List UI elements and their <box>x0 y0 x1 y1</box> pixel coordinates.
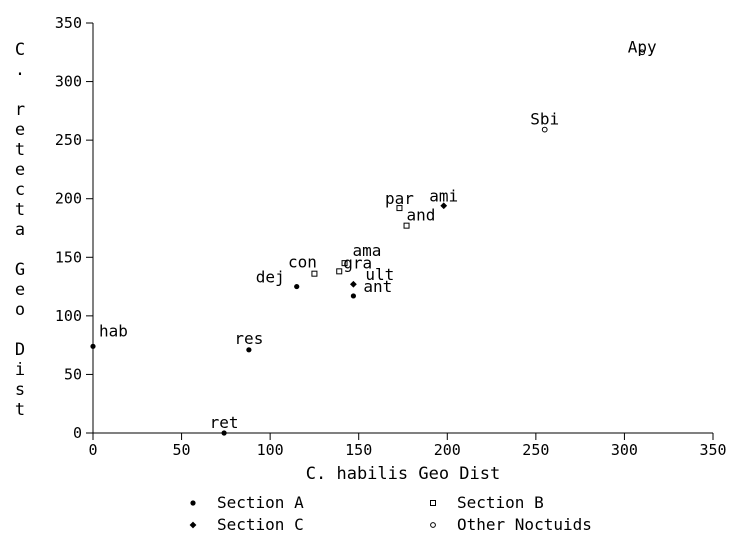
y-axis-title-char: D <box>15 340 25 360</box>
point-marker <box>246 347 252 353</box>
y-axis-title-char: s <box>15 380 25 400</box>
y-tick-label: 150 <box>55 248 82 266</box>
y-axis-title-char: i <box>15 360 25 380</box>
point-label: ret <box>210 413 239 432</box>
legend-marker <box>190 500 196 506</box>
x-tick-label: 200 <box>434 441 461 459</box>
y-axis-title-char: o <box>15 300 25 320</box>
y-tick-label: 300 <box>55 73 82 91</box>
y-axis-title-char: t <box>15 400 25 420</box>
y-axis-title-char: C <box>15 40 25 60</box>
point-marker <box>403 222 410 229</box>
legend-marker <box>189 521 197 529</box>
legend-label: Section A <box>217 493 304 512</box>
point-label: con <box>288 253 317 272</box>
point-marker <box>541 126 548 133</box>
y-tick-label: 250 <box>55 131 82 149</box>
x-tick-label: 300 <box>611 441 638 459</box>
y-axis-title-char: e <box>15 160 25 180</box>
point-marker <box>294 283 300 290</box>
point-label: ant <box>363 277 392 296</box>
legend: Section A Section B Section C Other Noctuid… <box>189 493 592 534</box>
point-label: ami <box>429 187 458 206</box>
point-label: res <box>234 329 263 348</box>
y-tick-label: 100 <box>55 307 82 325</box>
y-axis-title-char: G <box>15 260 25 280</box>
y-tick-label: 350 <box>55 14 82 32</box>
point-label: ama <box>353 241 382 260</box>
axes <box>92 23 713 434</box>
point-label: dej <box>256 268 285 287</box>
point-label: ult <box>365 265 394 284</box>
y-axis-title-char: . <box>15 60 25 80</box>
x-tick-label: 350 <box>699 441 726 459</box>
y-axis-title-char: a <box>15 220 25 240</box>
legend-label: Section C <box>217 515 304 534</box>
legend-marker <box>430 522 436 528</box>
y-axis-title-char: c <box>15 180 25 200</box>
point-marker <box>396 205 403 212</box>
point-marker <box>350 293 356 299</box>
x-axis-title: C. habilis Geo Dist <box>306 464 500 484</box>
point-marker <box>221 430 227 436</box>
x-tick-label: 150 <box>345 441 372 459</box>
y-tick-label: 0 <box>73 424 82 442</box>
y-axis-title-char: r <box>15 100 25 120</box>
x-tick-label: 50 <box>173 441 191 459</box>
point-label: gra <box>343 253 372 272</box>
x-tick-label: 250 <box>522 441 549 459</box>
legend-label: Other Noctuids <box>457 515 592 534</box>
point-label: hab <box>99 321 128 340</box>
point-marker <box>90 343 96 349</box>
y-axis-title-char: e <box>15 280 25 300</box>
x-ticks: 0 50 100 150 200 250 300 350 <box>88 433 727 459</box>
y-tick-label: 200 <box>55 190 82 208</box>
y-tick-label: 50 <box>64 365 82 383</box>
point-marker <box>341 260 348 267</box>
y-axis-title-char: t <box>15 200 25 220</box>
point-label: Sbi <box>530 110 559 129</box>
point-label: and <box>407 206 436 225</box>
legend-marker <box>430 500 436 506</box>
y-ticks: 0 50 100 150 200 250 300 350 <box>55 14 93 442</box>
x-tick-label: 100 <box>257 441 284 459</box>
point-marker <box>311 270 318 277</box>
point-marker <box>336 268 343 275</box>
point-marker <box>639 49 646 56</box>
point-label: Apy <box>628 37 657 56</box>
x-tick-label: 0 <box>88 441 97 459</box>
y-axis-title-char: e <box>15 120 25 140</box>
y-axis-title-char: t <box>15 140 25 160</box>
point-marker <box>350 280 357 288</box>
point-marker <box>440 202 448 210</box>
point-label: par <box>385 189 414 208</box>
legend-label: Section B <box>457 493 544 512</box>
